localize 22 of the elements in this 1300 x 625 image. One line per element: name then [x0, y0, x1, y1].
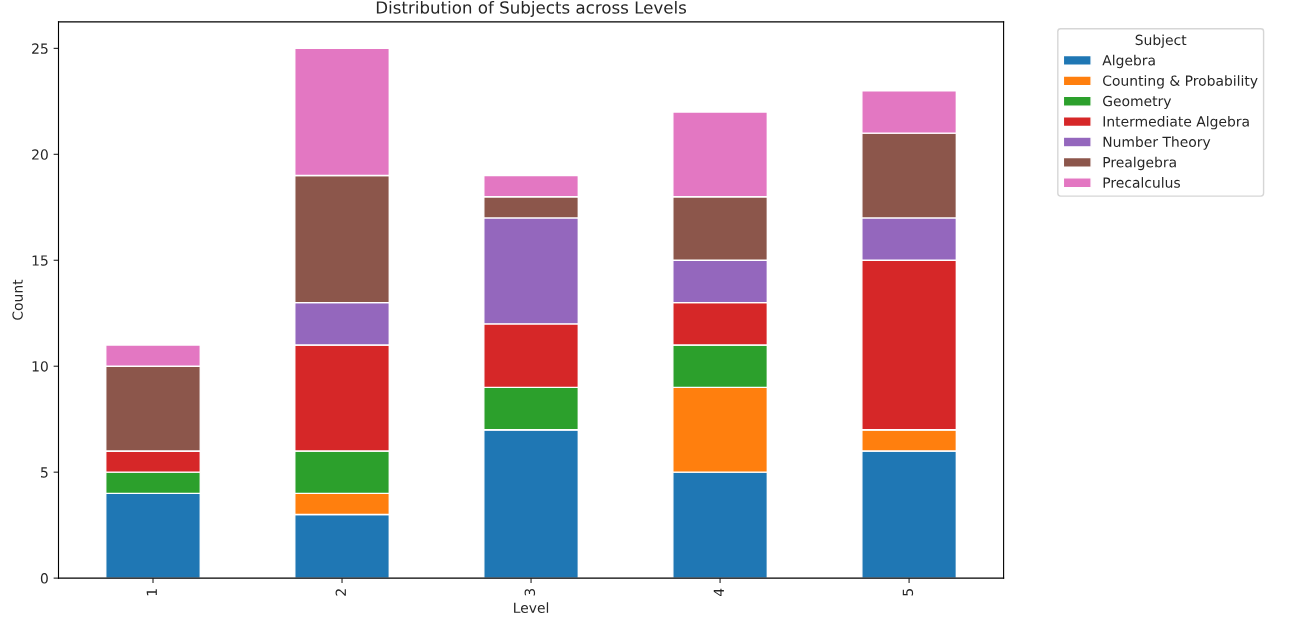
x-tick-label: 1	[146, 589, 157, 596]
x-tick-label: 5	[902, 589, 914, 596]
legend-label: Prealgebra	[1103, 156, 1176, 171]
y-tick-label: 20	[32, 149, 48, 160]
legend-label: Intermediate Algebra	[1103, 115, 1249, 130]
x-tick-label: 4	[713, 588, 724, 596]
y-tick-label: 0	[40, 573, 48, 584]
legend-label: Number Theory	[1103, 136, 1211, 150]
legend-title: Subject	[1135, 34, 1187, 48]
legend-label: Algebra	[1102, 54, 1155, 69]
legend-label: Precalculus	[1103, 177, 1180, 188]
y-tick-label: 10	[32, 361, 48, 372]
x-axis-title: Level	[514, 602, 549, 613]
legend-label: Geometry	[1103, 95, 1172, 109]
x-tick-label: 2	[335, 589, 346, 596]
x-tick-label: 3	[524, 588, 536, 596]
y-axis-title: Count	[12, 279, 23, 320]
legend-label: Counting & Probability	[1103, 75, 1258, 89]
y-tick-label: 15	[32, 255, 48, 266]
y-tick-label: 25	[32, 43, 48, 54]
chart-title: Distribution of Subjects across Levels	[376, 0, 687, 18]
y-tick-label: 5	[41, 467, 48, 478]
